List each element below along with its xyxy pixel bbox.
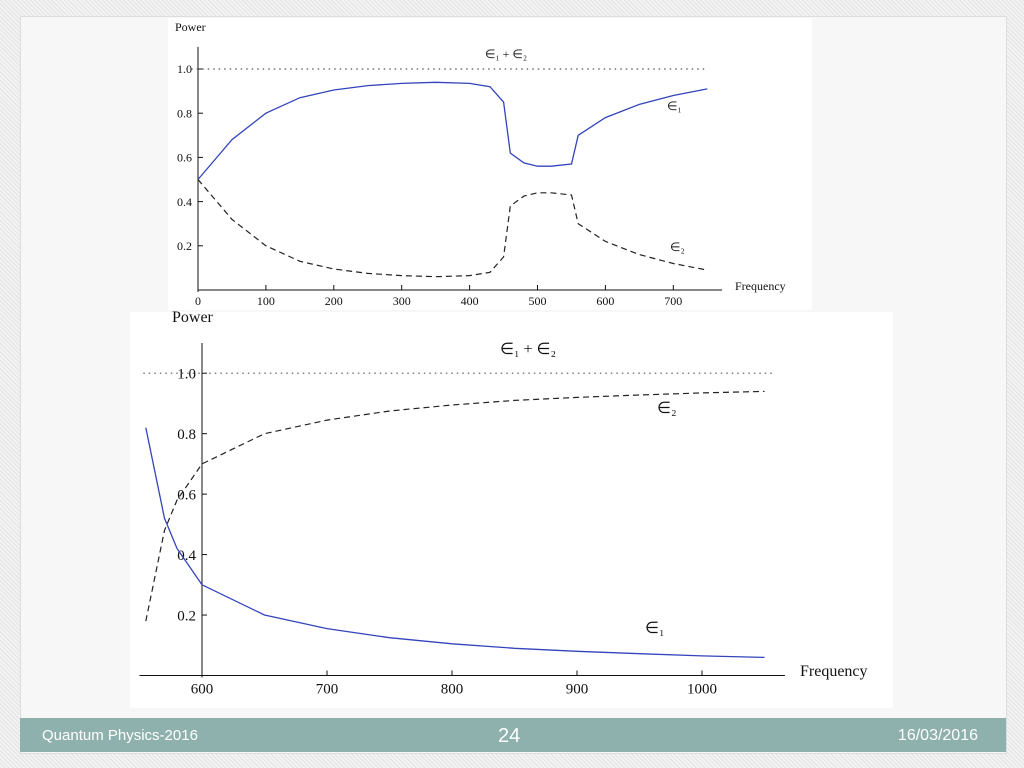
series-label: ∈₂ <box>657 400 677 417</box>
series-line <box>197 179 708 278</box>
x-tick-label: 300 <box>393 294 411 308</box>
y-axis-label: Power <box>172 309 214 326</box>
x-tick-label: 900 <box>566 682 589 698</box>
y-tick-label: 0.6 <box>177 487 196 503</box>
x-tick-label: 700 <box>316 682 339 698</box>
chart-panel <box>168 18 812 310</box>
y-tick-label: 0.6 <box>177 151 192 165</box>
footer-date: 16/03/2016 <box>897 727 978 744</box>
series-label: ∈₁ <box>667 99 682 113</box>
x-tick-label: 200 <box>325 294 343 308</box>
series-line <box>197 81 708 180</box>
page-number: 24 <box>498 725 521 747</box>
x-axis-label: Frequency <box>800 663 868 680</box>
y-tick-label: 1.0 <box>177 366 196 382</box>
x-tick-label: 500 <box>529 294 547 308</box>
x-tick-label: 1000 <box>687 682 717 698</box>
footer-left: Quantum Physics-2016 <box>42 727 198 744</box>
series-label: ∈₂ <box>670 240 685 254</box>
x-tick-label: 600 <box>191 682 214 698</box>
x-tick-label: 0 <box>195 294 201 308</box>
series-line <box>145 427 765 659</box>
x-tick-label: 400 <box>461 294 479 308</box>
x-tick-label: 800 <box>441 682 464 698</box>
x-axis-label: Frequency <box>735 279 786 293</box>
y-tick-label: 0.8 <box>177 106 192 120</box>
chart-panel <box>130 312 893 708</box>
series-label: ∈₁ + ∈₂ <box>485 47 527 61</box>
series-line <box>145 390 765 622</box>
x-tick-label: 700 <box>664 294 682 308</box>
x-tick-label: 100 <box>257 294 275 308</box>
series-label: ∈₁ + ∈₂ <box>500 341 556 358</box>
y-tick-label: 0.4 <box>177 195 192 209</box>
y-tick-label: 0.4 <box>177 548 196 564</box>
y-axis-label: Power <box>175 20 206 34</box>
x-tick-label: 600 <box>596 294 614 308</box>
y-tick-label: 0.2 <box>177 239 192 253</box>
y-tick-label: 1.0 <box>177 62 192 76</box>
footer: Quantum Physics-2016 24 16/03/2016 <box>20 718 1006 752</box>
y-tick-label: 0.2 <box>177 608 196 624</box>
series-label: ∈₁ <box>645 620 665 637</box>
y-tick-label: 0.8 <box>177 427 196 443</box>
